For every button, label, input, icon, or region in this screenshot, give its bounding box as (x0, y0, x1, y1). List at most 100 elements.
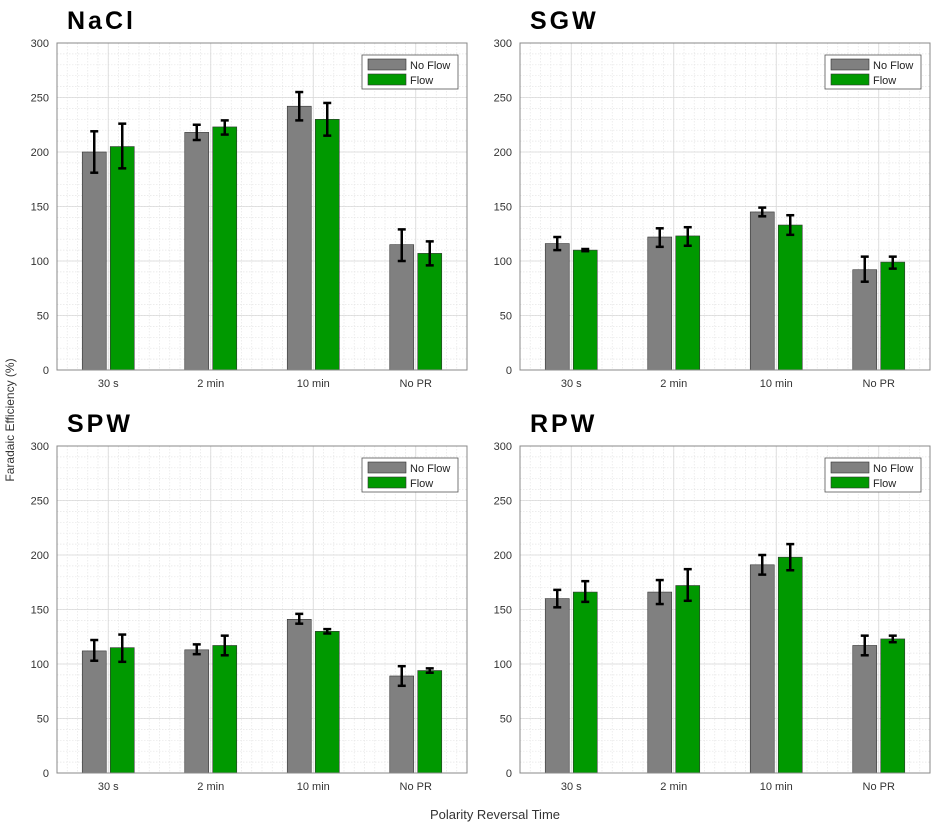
y-tick-label: 150 (31, 202, 49, 214)
y-tick-label: 0 (43, 365, 49, 377)
bar-flow (572, 249, 598, 371)
y-tick-label: 0 (43, 768, 49, 780)
bar-no-flow (389, 675, 415, 774)
legend-swatch (367, 73, 407, 86)
subplot-spw: 0 50 100 150 200 250 300 30 s 2 min 10 min No PR SP… (31, 410, 468, 793)
axes-box (519, 42, 931, 371)
subplot-nacl: 0 50 100 150 200 250 300 30 s 2 min 10 min No PR Na… (31, 7, 468, 390)
y-tick-label: 300 (31, 38, 49, 50)
legend-label: Flow (873, 478, 896, 490)
x-tick-label: 30 s (561, 781, 582, 793)
y-tick-label: 150 (494, 202, 512, 214)
y-tick-label: 200 (494, 550, 512, 562)
legend-label: No Flow (410, 463, 450, 475)
bar-flow (675, 585, 701, 774)
legend-swatch (830, 58, 870, 71)
x-tick-label: 2 min (660, 378, 687, 390)
bar-flow (417, 670, 443, 774)
y-tick-label: 100 (31, 659, 49, 671)
subplot-sgw: 0 50 100 150 200 250 300 30 s 2 min 10 min No PR SG… (494, 7, 931, 390)
x-tick-label: No PR (400, 378, 432, 390)
bar-no-flow (184, 649, 210, 774)
y-tick-label: 50 (500, 311, 512, 323)
legend-label: No Flow (873, 463, 913, 475)
y-tick-label: 300 (494, 441, 512, 453)
legend-label: Flow (410, 478, 433, 490)
legend-swatch (830, 461, 870, 474)
y-tick-label: 200 (31, 550, 49, 562)
legend-label: Flow (873, 75, 896, 87)
y-tick-label: 150 (494, 605, 512, 617)
y-tick-label: 250 (31, 496, 49, 508)
y-tick-label: 150 (31, 605, 49, 617)
bar-flow (109, 146, 135, 371)
bar-no-flow (286, 619, 312, 774)
bar-no-flow (749, 564, 775, 774)
x-tick-label: 10 min (760, 781, 793, 793)
bar-no-flow (389, 244, 415, 371)
bar-flow (212, 126, 238, 371)
subplot-rpw: 0 50 100 150 200 250 300 30 s 2 min 10 min No PR RP… (494, 410, 931, 793)
x-tick-label: 2 min (197, 378, 224, 390)
legend-swatch (367, 476, 407, 489)
bar-flow (777, 224, 803, 371)
bar-no-flow (544, 243, 570, 371)
y-tick-label: 100 (494, 256, 512, 268)
bar-no-flow (81, 151, 107, 371)
bar-flow (314, 119, 340, 371)
y-tick-label: 250 (494, 93, 512, 105)
x-tick-label: 10 min (297, 378, 330, 390)
axes-box (56, 42, 468, 371)
bar-flow (212, 645, 238, 774)
subplot-title: SPW (67, 410, 133, 438)
y-tick-label: 300 (31, 441, 49, 453)
x-tick-label: 2 min (197, 781, 224, 793)
y-tick-label: 100 (494, 659, 512, 671)
subplot-title: SGW (530, 7, 599, 35)
bar-flow (675, 235, 701, 371)
bar-no-flow (184, 132, 210, 371)
y-tick-label: 200 (31, 147, 49, 159)
subplot-title: NaCl (67, 7, 136, 35)
y-tick-label: 0 (506, 768, 512, 780)
x-tick-label: No PR (863, 378, 895, 390)
x-tick-label: 10 min (760, 378, 793, 390)
subplot-title: RPW (530, 410, 597, 438)
axes-box (519, 445, 931, 774)
legend-swatch (830, 73, 870, 86)
y-tick-label: 50 (37, 714, 49, 726)
x-tick-label: No PR (863, 781, 895, 793)
bar-flow (417, 253, 443, 371)
bar-flow (109, 647, 135, 774)
y-tick-label: 50 (500, 714, 512, 726)
x-tick-label: 10 min (297, 781, 330, 793)
y-tick-label: 250 (494, 496, 512, 508)
bar-no-flow (544, 598, 570, 774)
x-tick-label: 30 s (561, 378, 582, 390)
axes-box (56, 445, 468, 774)
x-tick-label: 30 s (98, 378, 119, 390)
y-tick-label: 250 (31, 93, 49, 105)
bar-flow (777, 556, 803, 774)
legend-swatch (367, 58, 407, 71)
x-tick-label: 30 s (98, 781, 119, 793)
bar-no-flow (647, 591, 673, 774)
y-tick-label: 300 (494, 38, 512, 50)
x-tick-label: 2 min (660, 781, 687, 793)
y-tick-label: 200 (494, 147, 512, 159)
bar-no-flow (852, 269, 878, 371)
y-axis-label: Faradaic Efficiency (%) (3, 358, 17, 481)
legend-swatch (367, 461, 407, 474)
bar-no-flow (647, 236, 673, 371)
bar-no-flow (81, 650, 107, 774)
y-tick-label: 0 (506, 365, 512, 377)
bar-flow (880, 638, 906, 774)
legend-swatch (830, 476, 870, 489)
bar-flow (572, 591, 598, 774)
legend-label: No Flow (873, 60, 913, 72)
legend-label: No Flow (410, 60, 450, 72)
x-axis-label: Polarity Reversal Time (430, 807, 560, 822)
bar-no-flow (286, 105, 312, 371)
